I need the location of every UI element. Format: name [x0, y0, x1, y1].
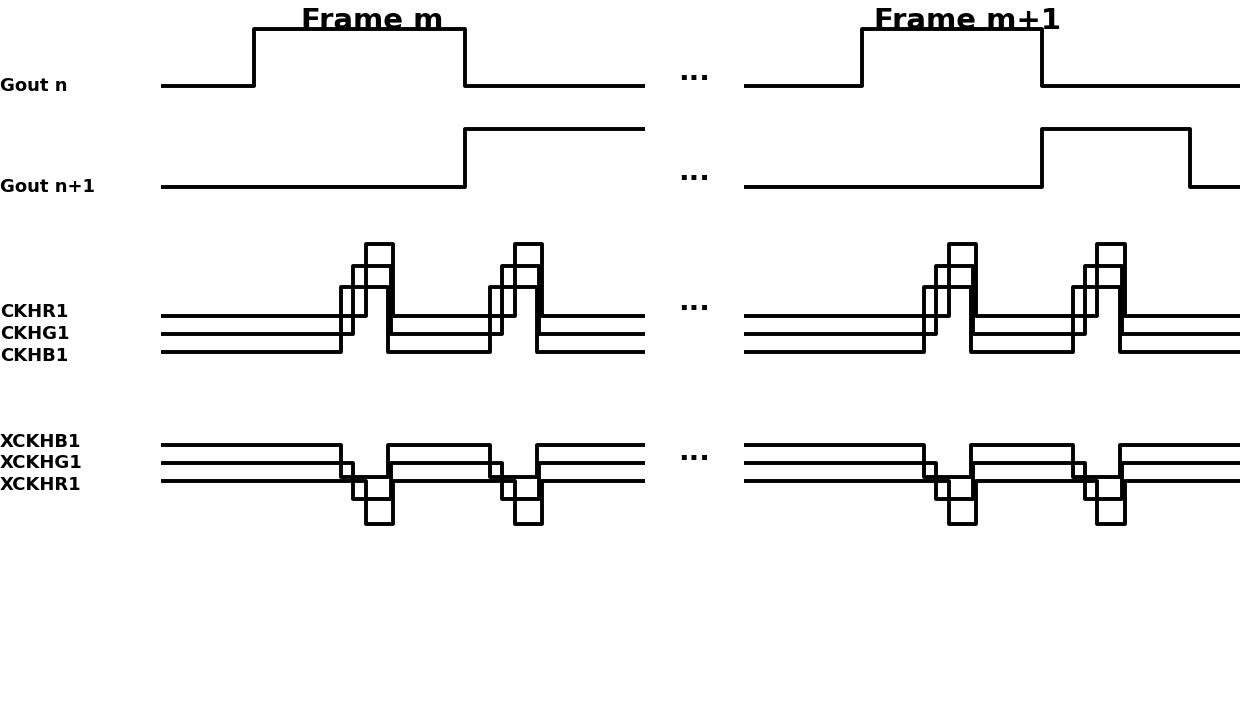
Text: ...: ...	[678, 439, 711, 466]
Text: CKHR1: CKHR1	[0, 303, 68, 322]
Text: Gout n: Gout n	[0, 77, 67, 95]
Text: CKHB1: CKHB1	[0, 347, 68, 365]
Text: ...: ...	[678, 159, 711, 186]
Text: Frame m+1: Frame m+1	[874, 7, 1060, 35]
Text: ...: ...	[678, 58, 711, 85]
Text: ...: ...	[678, 288, 711, 315]
Text: Frame m: Frame m	[301, 7, 443, 35]
Text: CKHG1: CKHG1	[0, 325, 69, 343]
Text: XCKHR1: XCKHR1	[0, 476, 82, 495]
Text: XCKHB1: XCKHB1	[0, 432, 82, 451]
Text: Gout n+1: Gout n+1	[0, 177, 95, 196]
Text: XCKHG1: XCKHG1	[0, 454, 83, 472]
